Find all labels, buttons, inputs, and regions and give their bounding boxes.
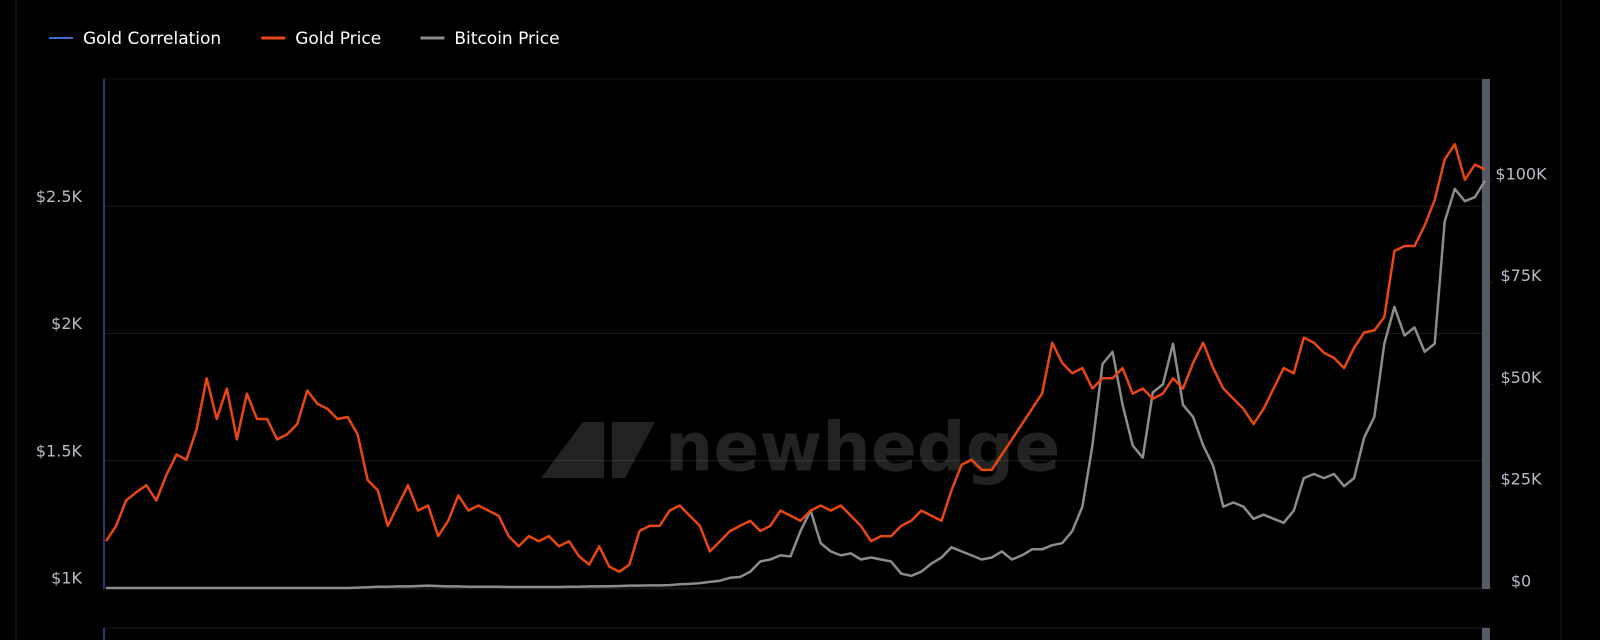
lines — [104, 142, 1487, 590]
y2-tick-label: $25K — [1500, 470, 1542, 489]
y-tick-label: $1.5K — [36, 441, 83, 460]
y2-tick-label: $0 — [1511, 572, 1531, 591]
range-handle — [1482, 79, 1490, 589]
y-tick-label: $2K — [51, 314, 82, 333]
series-line — [104, 142, 1486, 573]
watermark-logo — [541, 422, 655, 478]
legend-label: Gold Price — [295, 29, 381, 49]
legend-label: Gold Correlation — [83, 29, 221, 49]
y2-tick-label: $100K — [1495, 164, 1547, 183]
watermark: newhedge — [541, 409, 1060, 488]
watermark-text: newhedge — [665, 409, 1060, 488]
series-line — [106, 180, 1487, 590]
y-tick-label: $1K — [51, 569, 82, 588]
y2-tick-label: $50K — [1500, 368, 1542, 387]
y-tick-label: $2.5K — [36, 187, 83, 206]
legend-label: Bitcoin Price — [454, 29, 559, 49]
y2-tick-label: $75K — [1500, 266, 1542, 285]
legend: Gold Correlation Gold Price Bitcoin Price — [48, 29, 560, 49]
lower-panel-handle — [1482, 628, 1490, 640]
